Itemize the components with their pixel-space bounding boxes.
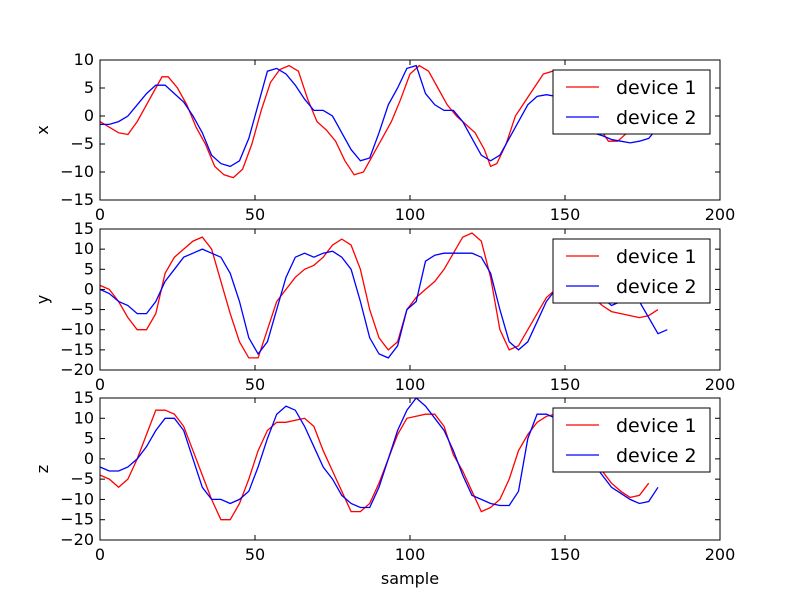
x-tick-label: 150	[550, 205, 581, 224]
x-tick-label: 50	[245, 545, 265, 564]
legend-label: device 2	[616, 445, 697, 467]
legend: device 1 device 2	[552, 69, 711, 135]
x-axis-label: sample	[381, 569, 439, 588]
legend-box	[552, 69, 711, 135]
y-tick-label: −15	[60, 510, 94, 529]
y-tick-label: −10	[60, 320, 94, 339]
x-tick-label: 100	[395, 545, 426, 564]
y-tick-label: −5	[70, 134, 94, 153]
y-tick-label: 10	[74, 239, 94, 258]
y-axis-label: z	[33, 465, 52, 473]
series-line-x-device-1	[100, 64, 628, 179]
legend-label: device 1	[616, 77, 697, 99]
legend-label: device 2	[616, 107, 697, 129]
y-tick-label: −10	[60, 489, 94, 508]
x-tick-label: 200	[705, 545, 736, 564]
legend-box	[552, 407, 711, 473]
y-tick-label: 5	[84, 259, 94, 278]
x-tick-label: 50	[245, 205, 265, 224]
x-tick-label: 150	[550, 545, 581, 564]
legend-box	[552, 238, 711, 304]
x-tick-label: 0	[95, 545, 105, 564]
y-tick-label: 15	[74, 219, 94, 238]
legend: device 1 device 2	[552, 407, 711, 473]
y-tick-label: −5	[70, 300, 94, 319]
legend-label: device 2	[616, 276, 697, 298]
y-tick-label: 0	[84, 449, 94, 468]
y-tick-label: 10	[74, 408, 94, 427]
y-tick-label: 0	[84, 106, 94, 125]
x-tick-label: 100	[395, 375, 426, 394]
y-tick-label: 15	[74, 388, 94, 407]
y-tick-label: −15	[60, 190, 94, 209]
y-tick-label: 5	[84, 78, 94, 97]
legend-label: device 1	[616, 246, 697, 268]
y-axis-label: y	[33, 295, 52, 304]
x-tick-label: 0	[95, 205, 105, 224]
subplot-z: 0 50 100 150 200151050−5−10−15−20zsampledevi…	[33, 388, 735, 588]
x-tick-label: 0	[95, 375, 105, 394]
x-tick-label: 200	[705, 205, 736, 224]
x-tick-label: 100	[395, 205, 426, 224]
y-tick-label: 5	[84, 429, 94, 448]
y-tick-label: 0	[84, 279, 94, 298]
x-tick-label: 50	[245, 375, 265, 394]
legend-label: device 1	[616, 415, 697, 437]
y-tick-label: −20	[60, 530, 94, 549]
y-tick-label: −20	[60, 360, 94, 379]
y-axis-label: x	[33, 125, 52, 134]
y-tick-label: −5	[70, 469, 94, 488]
y-tick-label: −10	[60, 162, 94, 181]
y-tick-label: −15	[60, 340, 94, 359]
x-tick-label: 150	[550, 375, 581, 394]
legend: device 1 device 2	[552, 238, 711, 304]
x-tick-label: 200	[705, 375, 736, 394]
y-tick-label: 10	[74, 50, 94, 69]
